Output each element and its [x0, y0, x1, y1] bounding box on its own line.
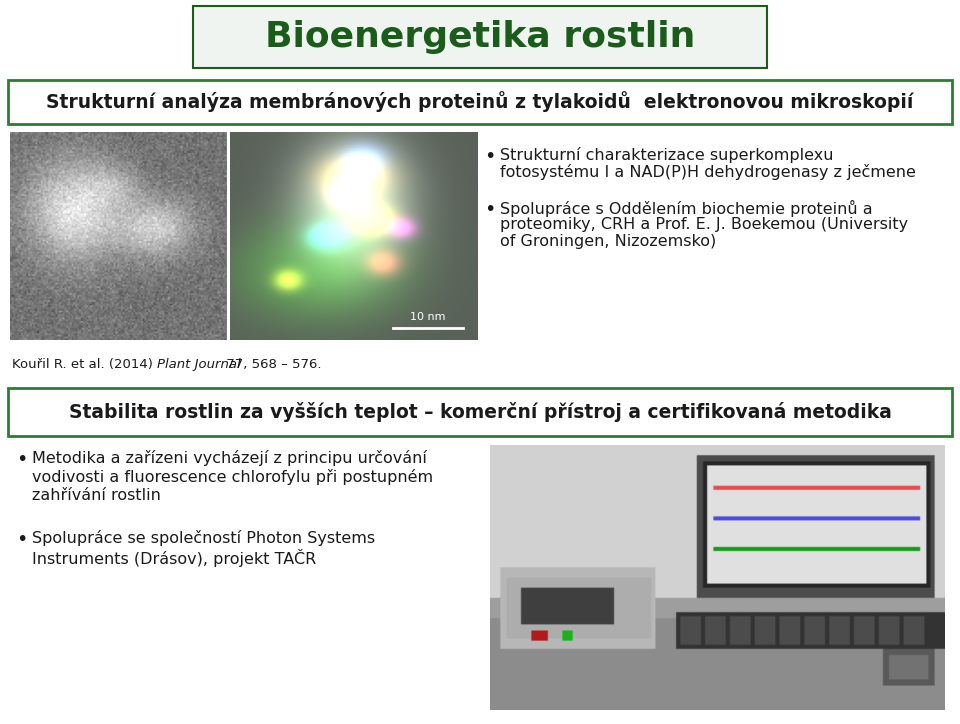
Text: 77, 568 – 576.: 77, 568 – 576.	[222, 358, 322, 371]
Text: of Groningen, Nizozemsko): of Groningen, Nizozemsko)	[500, 234, 716, 249]
Text: Metodika a zařízeni vycházejí z principu určování: Metodika a zařízeni vycházejí z principu…	[32, 450, 427, 466]
Text: Stabilita rostlin za vyšších teplot – komerční přístroj a certifikovaná metodika: Stabilita rostlin za vyšších teplot – ko…	[68, 402, 892, 422]
Text: Strukturní charakterizace superkomplexu: Strukturní charakterizace superkomplexu	[500, 147, 833, 163]
Text: •: •	[16, 450, 28, 469]
Text: 10 nm: 10 nm	[410, 312, 445, 322]
Text: Spolupráce s Oddělením biochemie proteinů a: Spolupráce s Oddělením biochemie protein…	[500, 200, 873, 217]
Text: proteomiky, CRH a Prof. E. J. Boekemou (University: proteomiky, CRH a Prof. E. J. Boekemou (…	[500, 217, 908, 232]
Text: fotosystému I a NAD(P)H dehydrogenasy z ječmene: fotosystému I a NAD(P)H dehydrogenasy z …	[500, 164, 916, 180]
Text: zahřívání rostlin: zahřívání rostlin	[32, 488, 161, 503]
Text: Bioenergetika rostlin: Bioenergetika rostlin	[265, 20, 695, 54]
Text: Instruments (Drásov), projekt TAČR: Instruments (Drásov), projekt TAČR	[32, 549, 316, 567]
Text: •: •	[16, 530, 28, 549]
Text: vodivosti a fluorescence chlorofylu při postupném: vodivosti a fluorescence chlorofylu při …	[32, 469, 433, 485]
FancyBboxPatch shape	[8, 80, 952, 124]
Text: •: •	[484, 200, 495, 219]
Text: Strukturní analýza membránových proteinů z tylakoidů  elektronovou mikroskopií: Strukturní analýza membránových proteinů…	[46, 91, 914, 112]
FancyBboxPatch shape	[193, 6, 767, 68]
Text: Spolupráce se společností Photon Systems: Spolupráce se společností Photon Systems	[32, 530, 375, 546]
FancyBboxPatch shape	[8, 388, 952, 436]
Text: Kouřil R. et al. (2014): Kouřil R. et al. (2014)	[12, 358, 157, 371]
Text: •: •	[484, 147, 495, 166]
Text: Plant Journal: Plant Journal	[157, 358, 241, 371]
